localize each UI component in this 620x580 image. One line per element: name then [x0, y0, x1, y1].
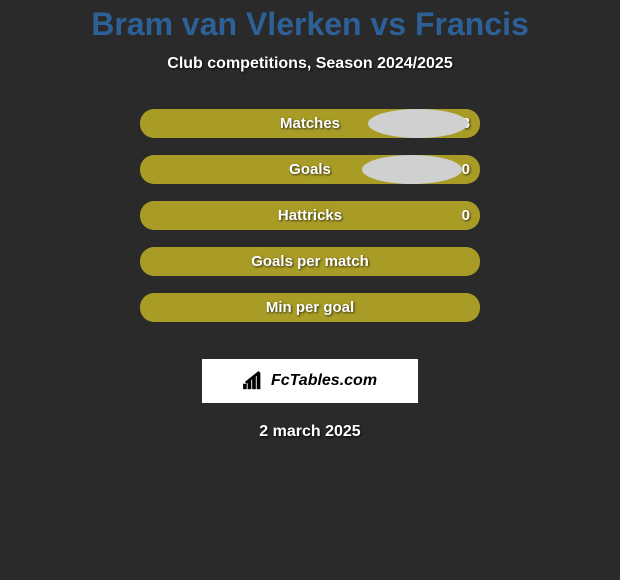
stat-row: Goals 0 [140, 155, 480, 184]
stat-bar: Goals per match [140, 247, 480, 276]
side-ellipse-right [362, 155, 462, 184]
stat-row: Min per goal [140, 293, 480, 322]
stat-label: Goals [289, 161, 331, 178]
page-subtitle: Club competitions, Season 2024/2025 [167, 55, 452, 73]
page-title: Bram van Vlerken vs Francis [91, 6, 529, 43]
side-ellipse-right [368, 109, 468, 138]
stat-label: Hattricks [278, 207, 342, 224]
stat-value: 0 [462, 207, 470, 224]
stats-container: Matches8 Goals 0 Hattricks 0 Goals per match M… [140, 109, 480, 339]
stat-row: Hattricks 0 [140, 201, 480, 230]
logo-box: FcTables.com [202, 359, 418, 403]
logo-text: FcTables.com [271, 372, 377, 390]
stat-label: Goals per match [251, 253, 369, 270]
stat-label: Matches [280, 115, 340, 132]
stat-value: 0 [462, 161, 470, 178]
comparison-container: Bram van Vlerken vs Francis Club competi… [0, 0, 620, 441]
stat-label: Min per goal [266, 299, 354, 316]
stat-bar: Min per goal [140, 293, 480, 322]
chart-icon [243, 371, 265, 391]
stat-row: Goals per match [140, 247, 480, 276]
stat-row: Matches8 [140, 109, 480, 138]
stat-bar: Hattricks 0 [140, 201, 480, 230]
date-text: 2 march 2025 [259, 423, 360, 441]
